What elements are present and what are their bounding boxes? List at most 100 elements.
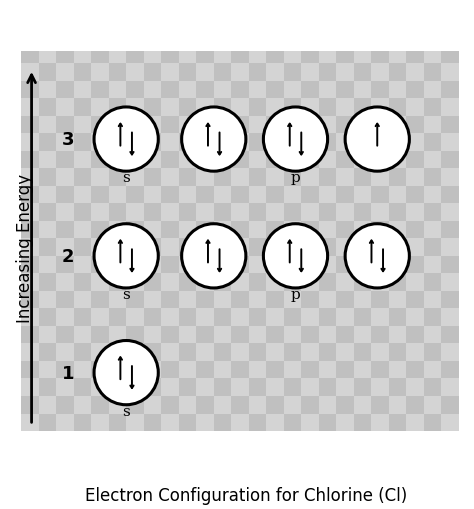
- FancyBboxPatch shape: [441, 257, 459, 274]
- FancyBboxPatch shape: [372, 169, 389, 186]
- FancyBboxPatch shape: [73, 379, 91, 396]
- FancyBboxPatch shape: [144, 257, 161, 274]
- FancyBboxPatch shape: [179, 239, 196, 257]
- FancyBboxPatch shape: [126, 309, 144, 326]
- FancyBboxPatch shape: [249, 64, 266, 81]
- FancyBboxPatch shape: [406, 239, 424, 257]
- FancyBboxPatch shape: [196, 291, 214, 309]
- FancyBboxPatch shape: [109, 221, 126, 239]
- FancyBboxPatch shape: [337, 64, 354, 81]
- FancyBboxPatch shape: [249, 81, 266, 99]
- FancyBboxPatch shape: [179, 309, 196, 326]
- FancyBboxPatch shape: [319, 361, 337, 379]
- FancyBboxPatch shape: [109, 204, 126, 221]
- FancyBboxPatch shape: [196, 379, 214, 396]
- FancyBboxPatch shape: [266, 204, 284, 221]
- FancyBboxPatch shape: [441, 99, 459, 117]
- FancyBboxPatch shape: [91, 186, 109, 204]
- FancyBboxPatch shape: [21, 396, 38, 414]
- FancyBboxPatch shape: [161, 414, 179, 431]
- FancyBboxPatch shape: [73, 309, 91, 326]
- FancyBboxPatch shape: [424, 361, 441, 379]
- FancyBboxPatch shape: [424, 414, 441, 431]
- Circle shape: [264, 224, 328, 289]
- FancyBboxPatch shape: [56, 309, 73, 326]
- FancyBboxPatch shape: [91, 81, 109, 99]
- FancyBboxPatch shape: [354, 309, 372, 326]
- FancyBboxPatch shape: [144, 204, 161, 221]
- FancyBboxPatch shape: [38, 117, 56, 134]
- FancyBboxPatch shape: [56, 379, 73, 396]
- FancyBboxPatch shape: [91, 134, 109, 152]
- FancyBboxPatch shape: [56, 64, 73, 81]
- FancyBboxPatch shape: [389, 257, 406, 274]
- FancyBboxPatch shape: [109, 152, 126, 169]
- FancyBboxPatch shape: [406, 379, 424, 396]
- FancyBboxPatch shape: [56, 81, 73, 99]
- FancyBboxPatch shape: [144, 361, 161, 379]
- FancyBboxPatch shape: [73, 291, 91, 309]
- FancyBboxPatch shape: [109, 291, 126, 309]
- FancyBboxPatch shape: [73, 81, 91, 99]
- FancyBboxPatch shape: [249, 414, 266, 431]
- FancyBboxPatch shape: [319, 204, 337, 221]
- FancyBboxPatch shape: [196, 414, 214, 431]
- FancyBboxPatch shape: [214, 291, 231, 309]
- FancyBboxPatch shape: [179, 414, 196, 431]
- FancyBboxPatch shape: [301, 309, 319, 326]
- FancyBboxPatch shape: [196, 361, 214, 379]
- FancyBboxPatch shape: [38, 326, 56, 344]
- FancyBboxPatch shape: [179, 99, 196, 117]
- FancyBboxPatch shape: [266, 64, 284, 81]
- FancyBboxPatch shape: [301, 81, 319, 99]
- FancyBboxPatch shape: [126, 204, 144, 221]
- FancyBboxPatch shape: [179, 204, 196, 221]
- FancyBboxPatch shape: [337, 204, 354, 221]
- FancyBboxPatch shape: [441, 152, 459, 169]
- FancyBboxPatch shape: [56, 134, 73, 152]
- FancyBboxPatch shape: [249, 274, 266, 291]
- FancyBboxPatch shape: [354, 239, 372, 257]
- FancyBboxPatch shape: [406, 81, 424, 99]
- FancyBboxPatch shape: [126, 46, 144, 64]
- FancyBboxPatch shape: [441, 361, 459, 379]
- FancyBboxPatch shape: [319, 186, 337, 204]
- FancyBboxPatch shape: [424, 204, 441, 221]
- FancyBboxPatch shape: [372, 221, 389, 239]
- FancyBboxPatch shape: [73, 326, 91, 344]
- FancyBboxPatch shape: [126, 396, 144, 414]
- FancyBboxPatch shape: [91, 396, 109, 414]
- FancyBboxPatch shape: [284, 379, 301, 396]
- FancyBboxPatch shape: [109, 257, 126, 274]
- FancyBboxPatch shape: [266, 239, 284, 257]
- FancyBboxPatch shape: [38, 309, 56, 326]
- FancyBboxPatch shape: [231, 134, 249, 152]
- FancyBboxPatch shape: [144, 309, 161, 326]
- FancyBboxPatch shape: [372, 81, 389, 99]
- FancyBboxPatch shape: [161, 309, 179, 326]
- FancyBboxPatch shape: [354, 221, 372, 239]
- FancyBboxPatch shape: [56, 221, 73, 239]
- FancyBboxPatch shape: [284, 326, 301, 344]
- FancyBboxPatch shape: [126, 291, 144, 309]
- FancyBboxPatch shape: [214, 152, 231, 169]
- FancyBboxPatch shape: [389, 64, 406, 81]
- FancyBboxPatch shape: [284, 239, 301, 257]
- FancyBboxPatch shape: [424, 221, 441, 239]
- FancyBboxPatch shape: [406, 344, 424, 361]
- FancyBboxPatch shape: [214, 134, 231, 152]
- FancyBboxPatch shape: [144, 396, 161, 414]
- FancyBboxPatch shape: [91, 257, 109, 274]
- FancyBboxPatch shape: [406, 396, 424, 414]
- Text: p: p: [291, 287, 301, 301]
- FancyBboxPatch shape: [406, 134, 424, 152]
- FancyBboxPatch shape: [38, 152, 56, 169]
- FancyBboxPatch shape: [354, 46, 372, 64]
- FancyBboxPatch shape: [354, 99, 372, 117]
- FancyBboxPatch shape: [337, 117, 354, 134]
- FancyBboxPatch shape: [73, 257, 91, 274]
- FancyBboxPatch shape: [284, 99, 301, 117]
- FancyBboxPatch shape: [214, 344, 231, 361]
- FancyBboxPatch shape: [424, 239, 441, 257]
- FancyBboxPatch shape: [441, 396, 459, 414]
